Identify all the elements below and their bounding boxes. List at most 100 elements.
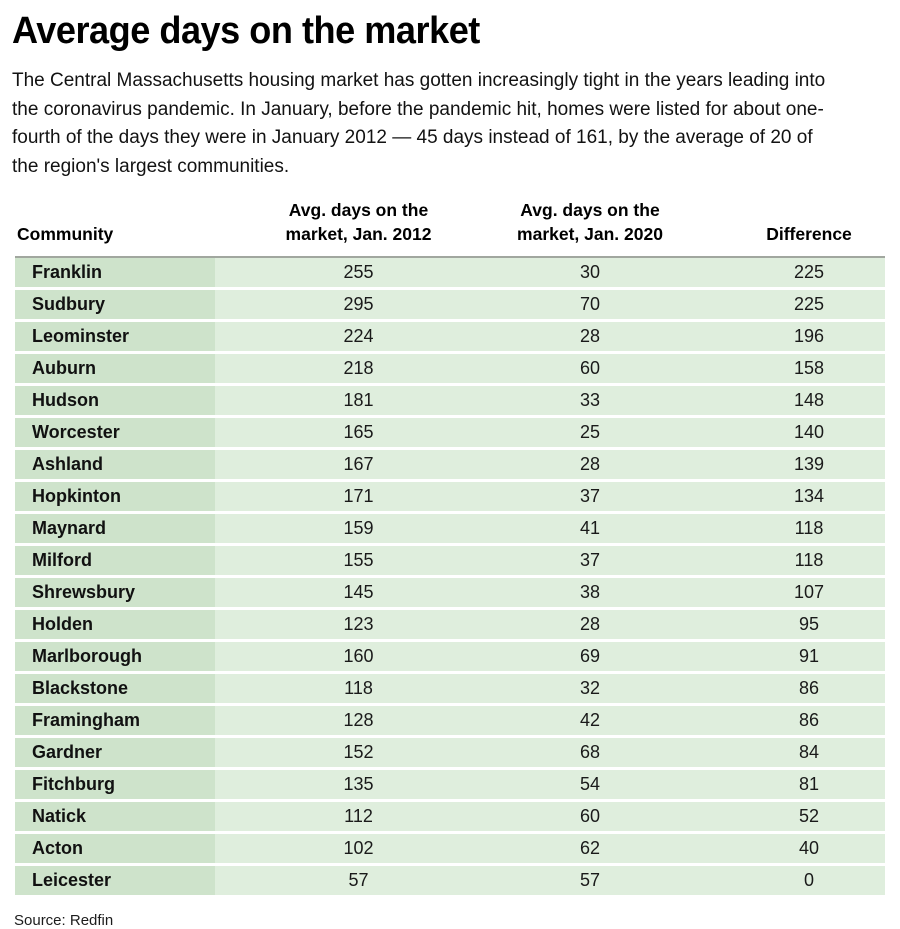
days-2012-cell: 152 [215,738,502,767]
days-2020-cell: 28 [502,322,678,351]
days-2020-cell: 25 [502,418,678,447]
community-cell: Natick [15,802,215,831]
difference-cell: 139 [678,450,885,479]
community-cell: Marlborough [15,642,215,671]
days-2012-cell: 181 [215,386,502,415]
difference-cell: 86 [678,706,885,735]
days-2020-cell: 69 [502,642,678,671]
community-cell: Hopkinton [15,482,215,511]
table-row: Holden 123 28 95 [15,610,885,639]
days-2012-cell: 118 [215,674,502,703]
difference-cell: 225 [678,290,885,319]
difference-cell: 91 [678,642,885,671]
table-row: Ashland 167 28 139 [15,450,885,479]
table-row: Leominster 224 28 196 [15,322,885,351]
days-2012-cell: 123 [215,610,502,639]
column-header-jan-2020: Avg. days on the market, Jan. 2020 [517,200,663,244]
days-2012-cell: 171 [215,482,502,511]
community-cell: Blackstone [15,674,215,703]
table-row: Hudson 181 33 148 [15,386,885,415]
days-2020-cell: 38 [502,578,678,607]
days-2020-cell: 68 [502,738,678,767]
difference-cell: 40 [678,834,885,863]
days-2012-cell: 145 [215,578,502,607]
days-2012-cell: 159 [215,514,502,543]
community-cell: Framingham [15,706,215,735]
days-2020-cell: 32 [502,674,678,703]
difference-cell: 0 [678,866,885,895]
community-cell: Holden [15,610,215,639]
days-2012-cell: 255 [215,256,502,287]
days-2012-cell: 224 [215,322,502,351]
community-cell: Fitchburg [15,770,215,799]
days-2012-cell: 165 [215,418,502,447]
days-2012-cell: 128 [215,706,502,735]
table-row: Framingham 128 42 86 [15,706,885,735]
days-2012-cell: 218 [215,354,502,383]
days-2020-cell: 37 [502,546,678,575]
table-row: Leicester 57 57 0 [15,866,885,895]
days-2020-cell: 41 [502,514,678,543]
table-row: Fitchburg 135 54 81 [15,770,885,799]
community-cell: Hudson [15,386,215,415]
days-2020-cell: 54 [502,770,678,799]
community-cell: Acton [15,834,215,863]
source-note: Source: Redfin [14,912,114,929]
page-description: The Central Massachusetts housing market… [12,70,826,177]
community-cell: Franklin [15,256,215,287]
community-cell: Auburn [15,354,215,383]
days-2012-cell: 295 [215,290,502,319]
difference-cell: 134 [678,482,885,511]
table-row: Shrewsbury 145 38 107 [15,578,885,607]
community-cell: Worcester [15,418,215,447]
difference-cell: 158 [678,354,885,383]
days-2012-cell: 160 [215,642,502,671]
table-row: Auburn 218 60 158 [15,354,885,383]
difference-cell: 140 [678,418,885,447]
table-header: Community Avg. days on the market, Jan. … [15,198,885,253]
table-row: Worcester 165 25 140 [15,418,885,447]
days-2020-cell: 28 [502,450,678,479]
difference-cell: 95 [678,610,885,639]
days-2020-cell: 60 [502,354,678,383]
table-row: Milford 155 37 118 [15,546,885,575]
table-row: Acton 102 62 40 [15,834,885,863]
days-2020-cell: 57 [502,866,678,895]
days-2012-cell: 135 [215,770,502,799]
community-cell: Leominster [15,322,215,351]
days-2020-cell: 28 [502,610,678,639]
table-row: Gardner 152 68 84 [15,738,885,767]
days-2012-cell: 167 [215,450,502,479]
table-row: Marlborough 160 69 91 [15,642,885,671]
difference-cell: 86 [678,674,885,703]
days-2012-cell: 155 [215,546,502,575]
days-2012-cell: 102 [215,834,502,863]
days-2020-cell: 30 [502,256,678,287]
difference-cell: 196 [678,322,885,351]
table-row: Natick 112 60 52 [15,802,885,831]
days-2020-cell: 33 [502,386,678,415]
table-row: Hopkinton 171 37 134 [15,482,885,511]
table-body: Franklin 255 30 225 Sudbury 295 70 225 Leominste… [15,256,885,895]
table-row: Sudbury 295 70 225 [15,290,885,319]
difference-cell: 225 [678,256,885,287]
days-2012-cell: 57 [215,866,502,895]
difference-cell: 84 [678,738,885,767]
market-days-table: Community Avg. days on the market, Jan. … [15,195,885,898]
difference-cell: 148 [678,386,885,415]
header-row: Community Avg. days on the market, Jan. … [15,198,885,253]
difference-cell: 52 [678,802,885,831]
column-header-jan-2012: Avg. days on the market, Jan. 2012 [285,200,432,244]
difference-cell: 118 [678,546,885,575]
difference-cell: 118 [678,514,885,543]
days-2020-cell: 62 [502,834,678,863]
table-row: Maynard 159 41 118 [15,514,885,543]
days-2020-cell: 37 [502,482,678,511]
table-row: Blackstone 118 32 86 [15,674,885,703]
community-cell: Milford [15,546,215,575]
community-cell: Maynard [15,514,215,543]
column-header-difference: Difference [766,224,852,244]
community-cell: Gardner [15,738,215,767]
community-cell: Shrewsbury [15,578,215,607]
